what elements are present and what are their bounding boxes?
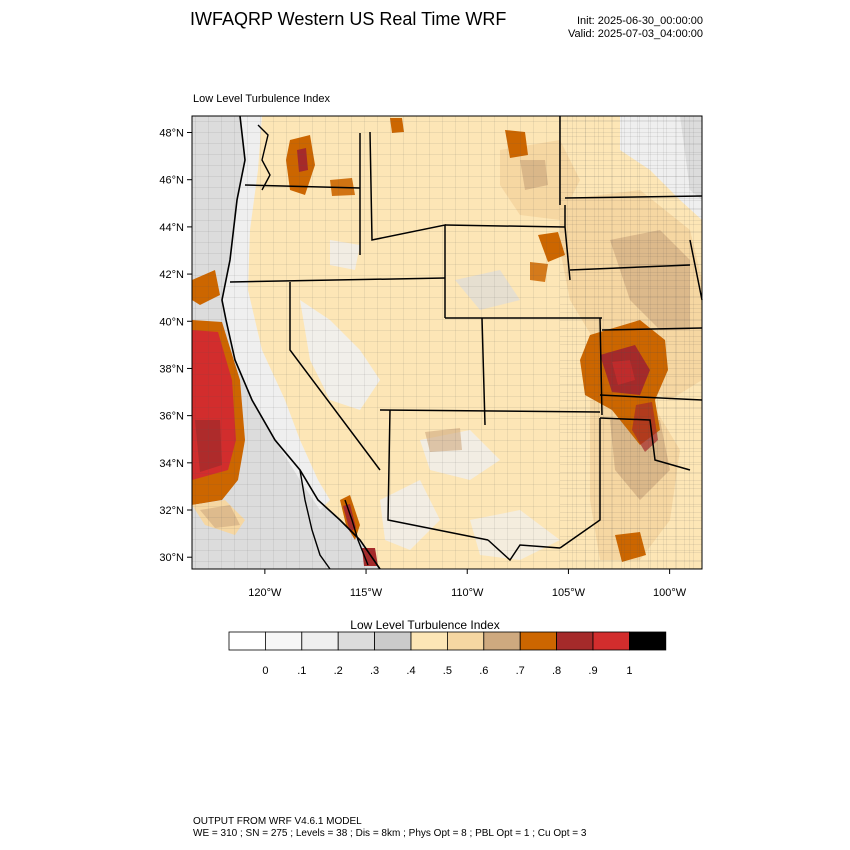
colorbar-label: .2 [334, 665, 343, 677]
colorbar-label: .4 [406, 665, 415, 677]
colorbar-title: Low Level Turbulence Index [350, 618, 500, 632]
lat-tick-label: 44°N [159, 222, 184, 234]
model-info-line1: OUTPUT FROM WRF V4.6.1 MODEL [193, 816, 362, 827]
colorbar-label: .1 [297, 665, 306, 677]
colorbar-swatch [483, 631, 521, 651]
longitude-axis: 120°W 115°W 110°W 105°W 100°W [248, 569, 687, 599]
baja-coastline [299, 469, 331, 570]
lat-tick-label: 30°N [159, 552, 184, 564]
lon-tick-label: 110°W [451, 587, 484, 599]
pacific-coastline [221, 115, 381, 570]
lon-tick-label: 100°W [653, 587, 687, 599]
colorbar-swatch [592, 631, 630, 651]
init-time: Init: 2025-06-30_00:00:00 [577, 15, 703, 27]
colorbar-label: 0 [262, 665, 268, 677]
colorbar-label: .9 [588, 665, 597, 677]
lat-tick-label: 34°N [159, 458, 184, 470]
colorbar-swatch [337, 631, 376, 651]
colorbar-label: .5 [443, 665, 452, 677]
colorbar-swatch [446, 631, 485, 651]
colorbar-swatch [228, 631, 266, 651]
lon-tick-label: 120°W [248, 587, 282, 599]
puget-sound [257, 124, 271, 191]
map-subtitle: Low Level Turbulence Index [193, 93, 330, 105]
latitude-axis: 48°N 46°N 44°N 42°N 40°N 38°N 36°N 34°N 32°N 30°N [159, 128, 192, 564]
colorbar-label: .3 [370, 665, 379, 677]
colorbar-swatch [556, 631, 594, 651]
map-frame [191, 115, 703, 570]
colorbar-swatch [629, 631, 667, 651]
colorbar-label: .8 [552, 665, 561, 677]
colorbar: 0 .1 .2 .3 .4 .5 .6 .7 .8 .9 1 [228, 631, 667, 677]
gulf-of-california [344, 499, 369, 566]
colorbar-swatch [374, 631, 412, 651]
lat-tick-label: 32°N [159, 505, 184, 517]
map-title: IWFAQRP Western US Real Time WRF [190, 9, 507, 29]
state-boundaries [229, 116, 703, 562]
colorbar-swatch [519, 631, 558, 651]
lon-tick-label: 105°W [552, 587, 586, 599]
colorbar-swatch [264, 631, 303, 651]
colorbar-swatch [301, 631, 339, 651]
colorbar-swatch [410, 631, 448, 651]
colorbar-label: 1 [626, 665, 632, 677]
lat-tick-label: 40°N [159, 316, 184, 328]
lat-tick-label: 38°N [159, 363, 184, 375]
lat-tick-label: 36°N [159, 411, 184, 423]
colorbar-label: .7 [516, 665, 525, 677]
lon-tick-label: 115°W [350, 587, 383, 599]
valid-time: Valid: 2025-07-03_04:00:00 [568, 28, 703, 40]
lat-tick-label: 48°N [159, 128, 184, 140]
lat-tick-label: 42°N [159, 269, 184, 281]
map-field [192, 116, 702, 569]
lat-tick-label: 46°N [159, 175, 184, 187]
colorbar-label: .6 [479, 665, 488, 677]
model-info-line2: WE = 310 ; SN = 275 ; Levels = 38 ; Dis … [193, 828, 587, 839]
